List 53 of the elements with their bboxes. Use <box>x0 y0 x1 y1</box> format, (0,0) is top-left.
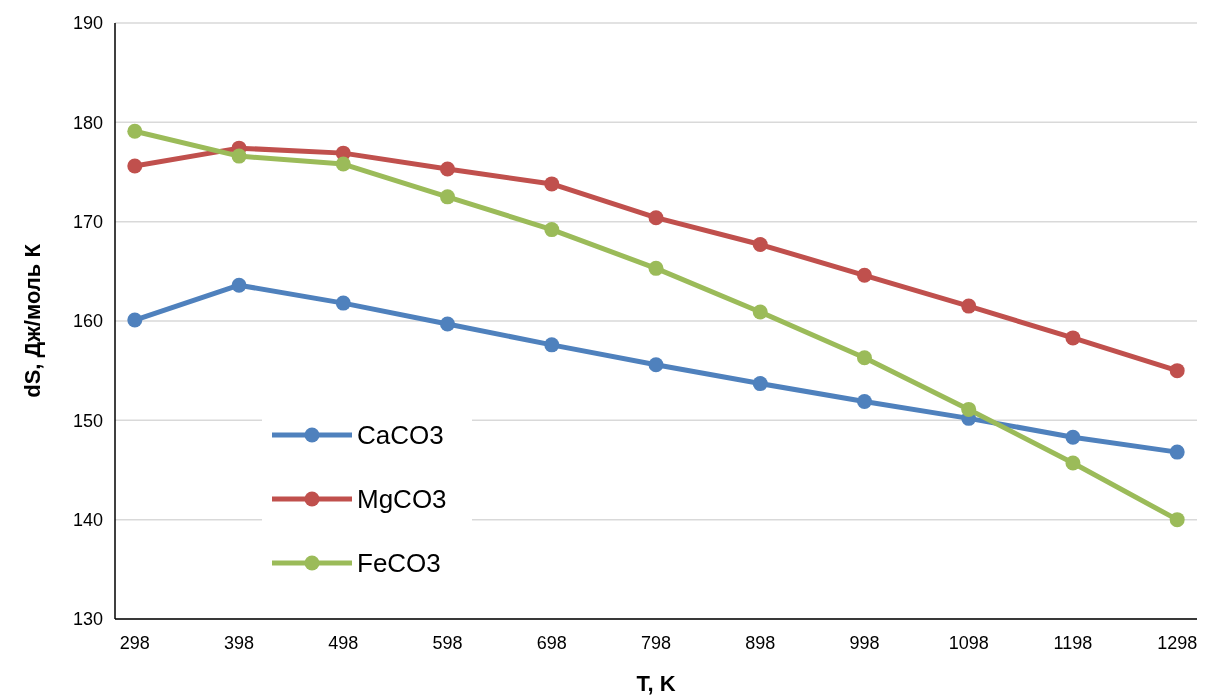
point <box>440 161 456 177</box>
y-tick-label: 140 <box>72 509 103 530</box>
point <box>231 148 247 164</box>
point <box>752 237 768 253</box>
legend-label: MgCO3 <box>357 484 447 515</box>
point <box>1169 444 1185 460</box>
point <box>856 350 872 366</box>
point <box>544 176 560 192</box>
point <box>544 222 560 238</box>
legend-label: FeCO3 <box>357 548 441 579</box>
y-tick-label: 190 <box>72 13 103 34</box>
point <box>440 189 456 205</box>
point <box>1169 363 1185 379</box>
x-tick-label: 298 <box>119 633 150 653</box>
point <box>648 260 664 276</box>
point <box>335 295 351 311</box>
point <box>856 267 872 283</box>
point <box>1065 455 1081 471</box>
x-tick-label: 398 <box>224 633 255 653</box>
point <box>1065 330 1081 346</box>
x-tick-label: 798 <box>640 633 672 653</box>
point <box>127 312 143 328</box>
x-tick-label: 1098 <box>948 633 989 653</box>
x-tick-label: 998 <box>849 633 880 653</box>
y-tick-label: 180 <box>72 112 103 133</box>
x-tick-label: 1198 <box>1053 633 1093 653</box>
x-tick-label: 698 <box>536 633 567 653</box>
point <box>856 393 872 409</box>
point <box>648 210 664 226</box>
x-tick-label: 498 <box>328 633 359 653</box>
point <box>127 123 143 139</box>
point <box>440 316 456 332</box>
x-tick-label: 1298 <box>1157 633 1198 653</box>
point <box>231 277 247 293</box>
point <box>127 158 143 174</box>
point <box>648 357 664 373</box>
point <box>335 156 351 172</box>
y-axis-title: dS, Дж/моль К <box>20 243 45 398</box>
y-tick-label: 130 <box>72 609 103 630</box>
x-axis-title: T, K <box>636 671 676 696</box>
point <box>544 337 560 353</box>
y-tick-label: 170 <box>72 211 103 232</box>
legend-label: CaCO3 <box>357 420 444 451</box>
y-tick-label: 160 <box>72 311 103 332</box>
point <box>961 401 977 417</box>
x-tick-label: 898 <box>745 633 776 653</box>
point <box>1169 512 1185 528</box>
point <box>752 304 768 320</box>
point <box>961 298 977 314</box>
point <box>1065 429 1081 445</box>
point <box>752 376 768 392</box>
x-tick-label: 598 <box>432 633 463 653</box>
y-tick-label: 150 <box>72 410 103 431</box>
